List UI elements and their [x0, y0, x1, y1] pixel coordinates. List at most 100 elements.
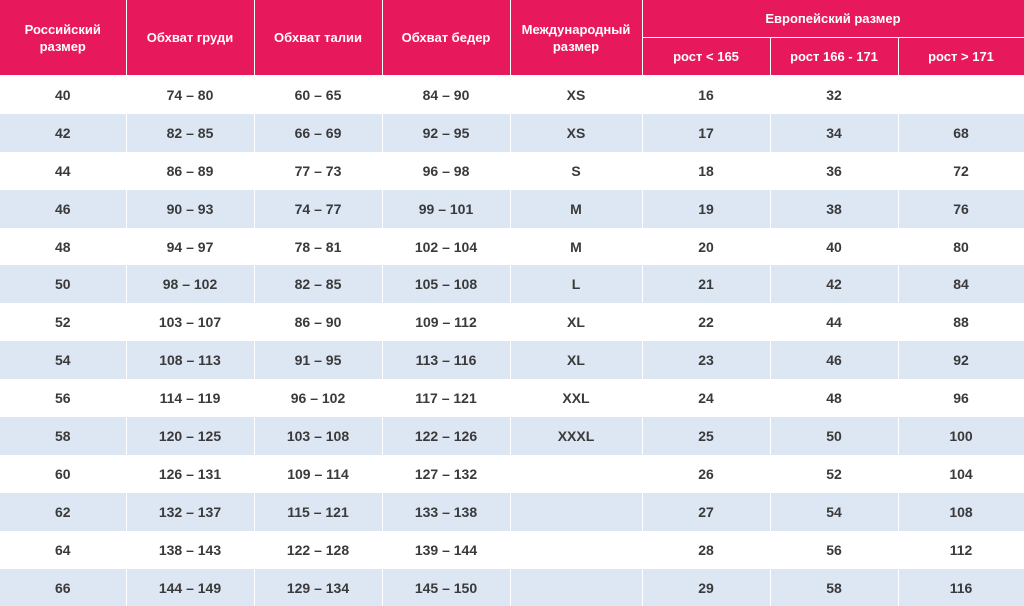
- table-cell: 25: [642, 417, 771, 455]
- table-cell: 92 – 95: [382, 113, 511, 152]
- table-cell: 24: [642, 379, 771, 418]
- table-cell: 103 – 108: [254, 417, 383, 455]
- table-cell: 86 – 89: [126, 151, 255, 190]
- table-row: 40 74 – 80 60 – 65 84 – 90 XS 16 32: [0, 75, 1024, 114]
- table-cell: 96 – 102: [254, 379, 383, 418]
- table-cell: 82 – 85: [254, 265, 383, 304]
- table-cell: 145 – 150: [382, 568, 511, 606]
- table-cell: 19: [642, 189, 771, 228]
- table-row: 44 86 – 89 77 – 73 96 – 98 S 18 36 72: [0, 151, 1024, 190]
- table-cell: 62: [0, 492, 127, 531]
- table-cell: 76: [898, 189, 1024, 228]
- table-cell: 28: [642, 530, 771, 569]
- table-cell: 133 – 138: [382, 492, 511, 531]
- table-cell: 91 – 95: [254, 341, 383, 380]
- table-cell: 113 – 116: [382, 341, 511, 380]
- table-cell: 48: [0, 227, 127, 266]
- table-header: Российский размер Обхват груди Обхват тали…: [0, 0, 1024, 76]
- table-row: 52 103 – 107 86 – 90 109 – 112 XL 22 44 88: [0, 303, 1024, 342]
- table-cell: 26: [642, 454, 771, 493]
- table-cell: 18: [642, 151, 771, 190]
- column-header: Обхват груди: [125, 0, 255, 76]
- table-cell: 27: [642, 492, 771, 531]
- table-cell: 38: [770, 189, 899, 228]
- table-cell: 122 – 128: [254, 530, 383, 569]
- table-cell: 77 – 73: [254, 151, 383, 190]
- table-cell: 52: [770, 454, 899, 493]
- table-cell: 54: [0, 341, 127, 380]
- table-cell: 60 – 65: [254, 75, 383, 114]
- table-cell: 21: [642, 265, 771, 304]
- table-cell: 16: [642, 75, 771, 114]
- table-cell: 127 – 132: [382, 454, 511, 493]
- table-row: 46 90 – 93 74 – 77 99 – 101 M 19 38 76: [0, 189, 1024, 228]
- table-row: 54 108 – 113 91 – 95 113 – 116 XL 23 46 92: [0, 341, 1024, 380]
- table-cell: 29: [642, 568, 771, 606]
- table-cell: [510, 454, 643, 493]
- table-cell: 66: [0, 568, 127, 606]
- table-cell: 90 – 93: [126, 189, 255, 228]
- table-cell: 116: [898, 568, 1024, 606]
- table-cell: 109 – 114: [254, 454, 383, 493]
- table-cell: 138 – 143: [126, 530, 255, 569]
- column-header: Международный размер: [509, 0, 643, 76]
- table-cell: 40: [0, 75, 127, 114]
- table-cell: 120 – 125: [126, 417, 255, 455]
- table-cell: 74 – 80: [126, 75, 255, 114]
- table-cell: 54: [770, 492, 899, 531]
- table-cell: [898, 75, 1024, 114]
- table-cell: 122 – 126: [382, 417, 511, 455]
- table-cell: 99 – 101: [382, 189, 511, 228]
- table-cell: 66 – 69: [254, 113, 383, 152]
- table-cell: 102 – 104: [382, 227, 511, 266]
- table-cell: 117 – 121: [382, 379, 511, 418]
- table-cell: [510, 568, 643, 606]
- header-row: Российский размер Обхват груди Обхват тали…: [0, 0, 1024, 76]
- table-cell: XXL: [510, 379, 643, 418]
- table-cell: [510, 492, 643, 531]
- table-cell: 132 – 137: [126, 492, 255, 531]
- table-cell: L: [510, 265, 643, 304]
- table-cell: 86 – 90: [254, 303, 383, 342]
- table-cell: 94 – 97: [126, 227, 255, 266]
- table-cell: 115 – 121: [254, 492, 383, 531]
- table-cell: 50: [0, 265, 127, 304]
- table-cell: 88: [898, 303, 1024, 342]
- table-row: 64 138 – 143 122 – 128 139 – 144 28 56 112: [0, 530, 1024, 569]
- table-cell: 64: [0, 530, 127, 569]
- table-body: 40 74 – 80 60 – 65 84 – 90 XS 16 32 42 82 – 85 66…: [0, 75, 1024, 606]
- table-cell: 60: [0, 454, 127, 493]
- table-cell: [510, 530, 643, 569]
- column-header: Обхват талии: [253, 0, 383, 76]
- table-cell: 44: [770, 303, 899, 342]
- table-cell: 44: [0, 151, 127, 190]
- table-cell: 40: [770, 227, 899, 266]
- table-row: 42 82 – 85 66 – 69 92 – 95 XS 17 34 68: [0, 113, 1024, 152]
- table-cell: 112: [898, 530, 1024, 569]
- table-cell: 74 – 77: [254, 189, 383, 228]
- table-cell: 104: [898, 454, 1024, 493]
- table-cell: 22: [642, 303, 771, 342]
- table-cell: 84: [898, 265, 1024, 304]
- table-cell: 32: [770, 75, 899, 114]
- table-cell: S: [510, 151, 643, 190]
- table-cell: 42: [770, 265, 899, 304]
- table-cell: XXXL: [510, 417, 643, 455]
- table-cell: 56: [0, 379, 127, 418]
- subcolumn-header: рост 166 - 171: [769, 37, 899, 76]
- table-cell: 139 – 144: [382, 530, 511, 569]
- subcolumn-header: рост < 165: [641, 37, 771, 76]
- table-cell: 42: [0, 113, 127, 152]
- table-cell: XS: [510, 113, 643, 152]
- table-row: 66 144 – 149 129 – 134 145 – 150 29 58 116: [0, 568, 1024, 606]
- table-cell: 48: [770, 379, 899, 418]
- table-row: 48 94 – 97 78 – 81 102 – 104 M 20 40 80: [0, 227, 1024, 266]
- table-cell: M: [510, 227, 643, 266]
- table-cell: 126 – 131: [126, 454, 255, 493]
- subcolumn-header: рост > 171: [897, 37, 1024, 76]
- table-cell: 46: [0, 189, 127, 228]
- table-cell: 36: [770, 151, 899, 190]
- table-cell: 46: [770, 341, 899, 380]
- table-cell: 68: [898, 113, 1024, 152]
